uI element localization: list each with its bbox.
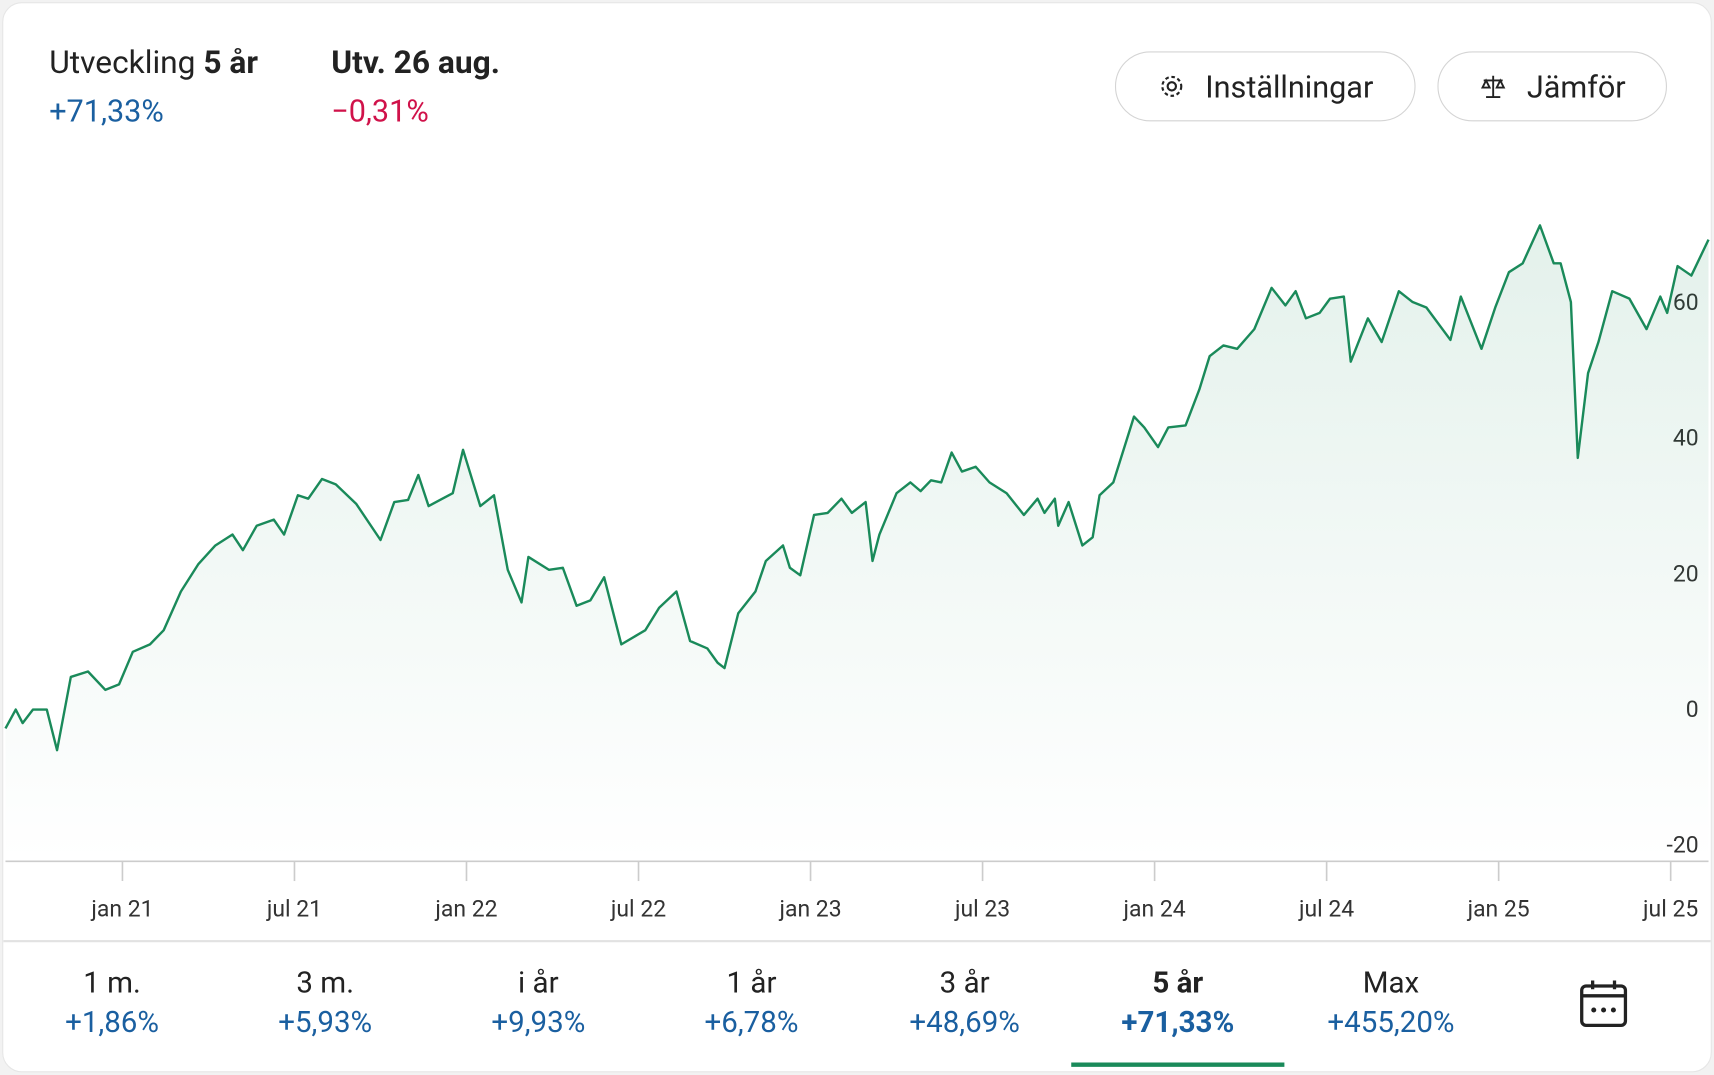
change: +71,33%: [49, 92, 164, 129]
x-tick-label: jul 21: [266, 896, 322, 923]
tab-label: i år: [518, 965, 559, 1001]
x-tick-label: jan 23: [778, 896, 841, 923]
x-tick-label: jan 22: [434, 896, 497, 923]
button-label: Jämför: [1526, 68, 1626, 105]
title: Utveckling: [49, 44, 196, 82]
tab-label: 3 år: [939, 965, 990, 1001]
divider: [3, 940, 1711, 942]
tab-label: 5 år: [1152, 965, 1204, 1001]
compare-button[interactable]: Jämför: [1437, 51, 1667, 122]
period-tab[interactable]: Max +455,20%: [1284, 965, 1497, 1039]
calendar-button[interactable]: [1577, 979, 1629, 1034]
header-title: Utveckling 5 år: [49, 45, 258, 82]
x-tick-label: jul 25: [1642, 896, 1698, 923]
period-tab[interactable]: 5 år +71,33%: [1071, 965, 1285, 1067]
day-change: −0,31%: [331, 92, 429, 129]
tab-label: 1 år: [726, 965, 777, 1001]
x-tick-label: jul 23: [954, 896, 1010, 923]
day-label: Utv. 26 aug.: [331, 44, 500, 82]
x-tick-label: jul 22: [610, 896, 666, 923]
period-tab[interactable]: 1 år +6,78%: [645, 965, 858, 1039]
x-tick-label: jul 24: [1298, 896, 1354, 923]
period-tab[interactable]: 1 m. +1,86%: [5, 965, 218, 1039]
tab-label: 1 m.: [83, 965, 141, 1001]
scale-icon: [1480, 75, 1506, 98]
tab-label: Max: [1362, 965, 1420, 1001]
gear-icon: [1160, 75, 1182, 97]
x-tick-label: jan 25: [1467, 896, 1530, 923]
x-tick-label: jan 24: [1123, 896, 1186, 923]
period-tab[interactable]: i år +9,93%: [432, 965, 645, 1039]
calendar-icon: [1580, 980, 1628, 1027]
area: [5, 225, 1709, 862]
button-label: Inställningar: [1205, 68, 1374, 105]
period: 5 år: [203, 44, 259, 82]
period-tab[interactable]: 3 år +48,69%: [858, 965, 1071, 1039]
tab-change: +48,69%: [909, 1004, 1020, 1040]
tab-change: +5,93%: [278, 1004, 373, 1040]
tab-change: +1,86%: [65, 1004, 160, 1040]
tab-change: +6,78%: [704, 1004, 799, 1040]
line: [4, 224, 1710, 752]
x-tick-label: jan 21: [90, 896, 153, 923]
tab-change: +71,33%: [1121, 1004, 1235, 1040]
tab-change: +9,93%: [491, 1004, 586, 1040]
tab-label: 3 m.: [296, 965, 354, 1001]
settings-button[interactable]: Inställningar: [1114, 51, 1416, 122]
period-tab[interactable]: 3 m. +5,93%: [219, 965, 432, 1039]
tab-change: +455,20%: [1327, 1004, 1455, 1040]
selected-indicator: [1071, 1062, 1285, 1067]
